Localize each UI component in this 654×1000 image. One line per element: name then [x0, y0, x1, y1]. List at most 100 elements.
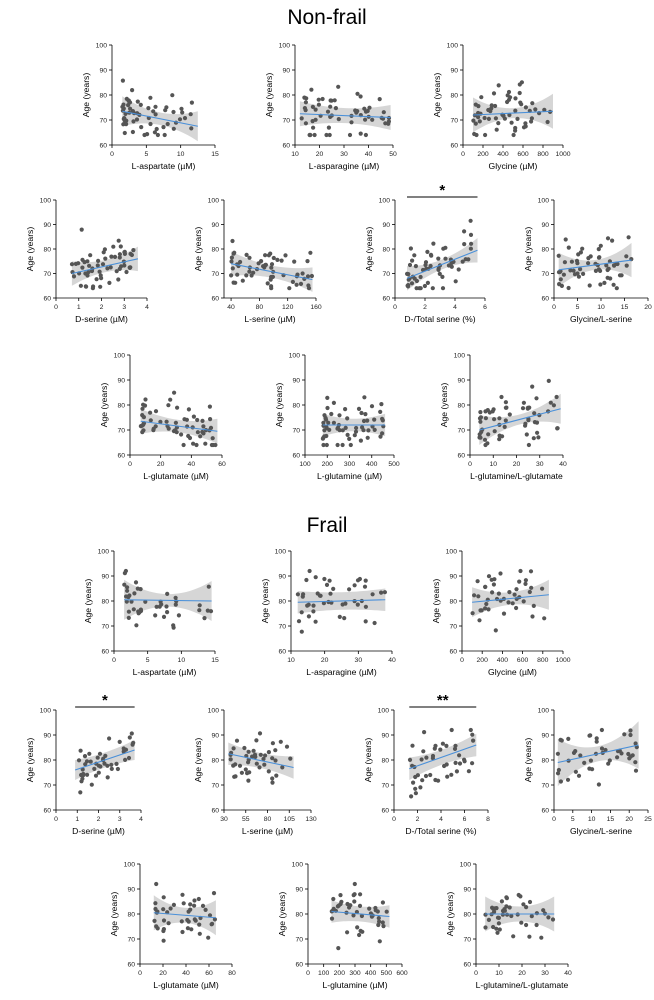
data-point: [376, 916, 381, 921]
data-point: [456, 267, 461, 272]
data-point: [153, 906, 158, 912]
y-tick-label: 100: [279, 42, 291, 49]
data-point: [493, 628, 498, 633]
data-point: [171, 109, 176, 115]
data-point: [331, 420, 336, 425]
y-tick-label: 70: [211, 271, 219, 278]
y-tick-label: 80: [449, 598, 457, 605]
data-point: [473, 102, 478, 107]
data-point: [152, 130, 157, 135]
data-point: [355, 602, 360, 607]
data-point: [530, 614, 535, 619]
data-point: [200, 418, 205, 423]
x-tick-label: 80: [264, 816, 272, 823]
data-point: [322, 413, 327, 418]
x-tick-label: 30: [541, 970, 549, 977]
data-point: [140, 413, 145, 418]
data-point: [107, 736, 112, 741]
data-point: [175, 405, 180, 410]
scatter-panel-2: 60 70 80 90 100 10 20 30 40 50 L-asparagine (µM) Ag…: [264, 42, 397, 171]
data-point: [197, 931, 202, 936]
data-point: [212, 917, 217, 922]
data-point: [100, 262, 106, 267]
data-point: [627, 756, 632, 761]
data-point: [123, 568, 128, 574]
scatter-panel-12: 60 70 80 90 100 10 20 30 40 L-asparagine (µM) Age …: [260, 548, 396, 677]
data-point: [565, 777, 571, 782]
data-point: [124, 269, 129, 275]
data-point: [313, 575, 318, 580]
y-tick-label: 70: [381, 782, 389, 789]
data-point: [307, 132, 313, 138]
y-tick-label: 60: [211, 295, 219, 302]
x-axis-label: Glycine/L-serine: [570, 314, 632, 324]
data-point: [502, 116, 507, 121]
data-point: [413, 264, 418, 269]
scatter-panel-14: 60 70 80 90 100 0 1 2 3 4 D-serine (µM) Age (years)…: [25, 692, 143, 836]
data-point: [151, 109, 156, 114]
data-point: [98, 284, 103, 289]
data-point: [519, 920, 524, 925]
regression-line: [479, 408, 561, 431]
y-axis-label: Age (years): [81, 73, 91, 118]
data-point: [483, 132, 488, 138]
data-point: [71, 274, 77, 279]
data-point: [410, 743, 415, 748]
y-tick-label: 90: [43, 732, 51, 739]
data-point: [240, 278, 245, 283]
data-point: [176, 613, 181, 618]
y-axis-label: Age (years): [99, 383, 109, 428]
y-tick-label: 60: [211, 807, 219, 814]
significance-marker: *: [102, 692, 108, 709]
data-point: [257, 765, 262, 770]
x-axis-label: L-serine (µM): [244, 314, 295, 324]
data-point: [449, 260, 454, 266]
data-point: [153, 409, 159, 414]
data-point: [208, 425, 214, 430]
data-point: [138, 607, 143, 612]
data-point: [83, 271, 88, 276]
data-point: [423, 773, 429, 779]
y-tick-label: 90: [43, 222, 51, 229]
data-point: [493, 103, 498, 109]
data-point: [431, 241, 436, 246]
data-point: [409, 281, 415, 286]
data-point: [327, 132, 332, 138]
data-point: [556, 270, 562, 275]
x-tick-label: 20: [644, 304, 652, 311]
data-point: [602, 280, 607, 285]
data-point: [418, 286, 423, 291]
data-point: [482, 115, 487, 121]
x-axis-label: L-aspartate (µM): [132, 161, 196, 171]
y-tick-label: 60: [278, 648, 286, 655]
data-point: [89, 782, 94, 787]
data-point: [440, 741, 445, 746]
data-point: [121, 102, 126, 107]
data-point: [425, 280, 430, 285]
data-point: [369, 404, 375, 409]
data-point: [377, 939, 382, 944]
data-point: [521, 902, 526, 907]
data-point: [489, 103, 494, 108]
data-point: [331, 400, 336, 405]
data-point: [494, 926, 499, 931]
data-point: [548, 400, 553, 405]
y-tick-label: 60: [43, 295, 51, 302]
data-point: [140, 430, 145, 435]
data-point: [518, 568, 523, 574]
data-point: [154, 604, 159, 609]
x-tick-label: 6: [463, 816, 467, 823]
data-point: [242, 745, 247, 751]
data-point: [530, 384, 535, 389]
x-tick-label: 400: [365, 970, 377, 977]
y-tick-label: 70: [43, 782, 51, 789]
data-point: [122, 582, 127, 587]
data-point: [162, 132, 167, 138]
data-point: [466, 769, 471, 774]
data-point: [172, 390, 177, 395]
y-tick-label: 60: [282, 142, 290, 149]
data-point: [127, 265, 132, 270]
data-point: [263, 753, 268, 758]
x-tick-label: 3: [118, 816, 122, 823]
y-tick-label: 60: [292, 452, 300, 459]
